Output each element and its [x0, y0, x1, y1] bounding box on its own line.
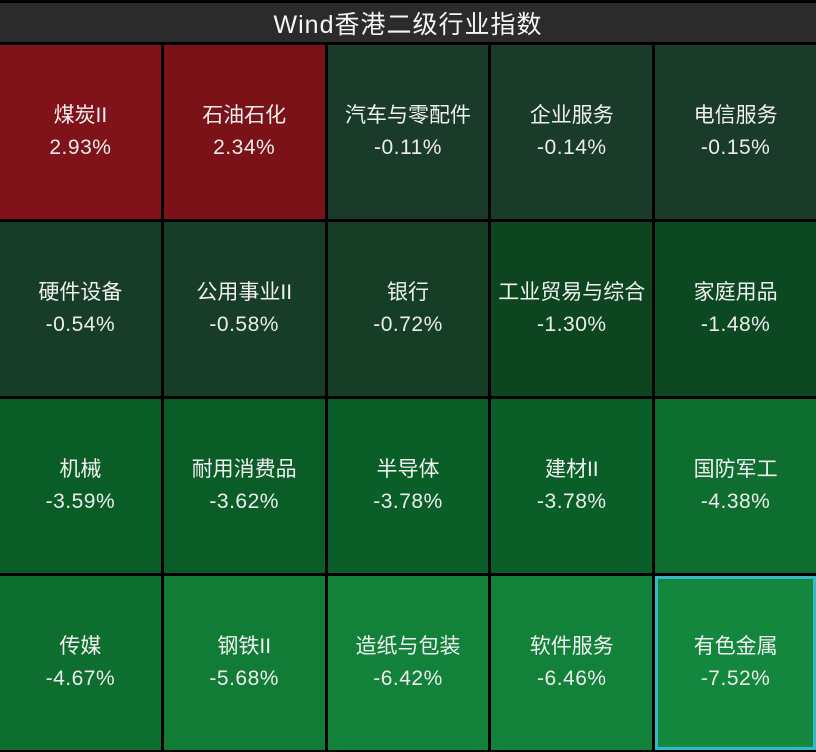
sector-name: 石油石化	[202, 104, 287, 127]
sector-name: 传媒	[59, 635, 102, 658]
sector-tile[interactable]: 半导体 -3.78%	[327, 399, 489, 573]
sector-change: -5.68%	[209, 667, 279, 690]
sector-tile[interactable]: 石油石化 2.34%	[163, 45, 325, 219]
sector-change: -3.62%	[209, 490, 279, 513]
sector-tile[interactable]: 电信服务 -0.15%	[655, 45, 816, 219]
sector-name: 公用事业II	[196, 281, 293, 304]
sector-name: 工业贸易与综合	[498, 281, 646, 304]
sector-name: 家庭用品	[693, 281, 778, 304]
sector-change: -3.78%	[537, 490, 607, 513]
sector-change: -1.48%	[700, 313, 771, 336]
sector-name: 煤炭II	[53, 104, 108, 127]
sector-name: 半导体	[376, 458, 440, 481]
sector-change: -4.67%	[45, 667, 116, 690]
sector-tile[interactable]: 有色金属 -7.52%	[655, 576, 816, 750]
sector-name: 企业服务	[529, 104, 614, 127]
sector-tile[interactable]: 汽车与零配件 -0.11%	[327, 45, 489, 219]
sector-change: -6.46%	[537, 667, 607, 690]
sector-tile[interactable]: 工业贸易与综合 -1.30%	[491, 222, 653, 396]
sector-change: -6.42%	[373, 667, 443, 690]
sector-name: 造纸与包装	[355, 635, 461, 658]
sector-tile[interactable]: 硬件设备 -0.54%	[0, 222, 161, 396]
sector-change: -0.11%	[374, 136, 442, 159]
sector-tile[interactable]: 建材II -3.78%	[491, 399, 653, 573]
sector-tile[interactable]: 软件服务 -6.46%	[491, 576, 653, 750]
sector-change: -1.30%	[537, 313, 607, 336]
sector-change: -0.15%	[700, 136, 771, 159]
sector-name: 银行	[386, 281, 429, 304]
sector-tile[interactable]: 钢铁II -5.68%	[163, 576, 325, 750]
sector-tile[interactable]: 造纸与包装 -6.42%	[327, 576, 489, 750]
sector-tile[interactable]: 国防军工 -4.38%	[655, 399, 816, 573]
page-title: Wind香港二级行业指数	[273, 10, 543, 39]
sector-change: -4.38%	[700, 490, 771, 513]
sector-tile[interactable]: 银行 -0.72%	[327, 222, 489, 396]
sector-change: 2.34%	[213, 136, 276, 159]
sector-name: 有色金属	[693, 635, 778, 658]
sector-tile[interactable]: 企业服务 -0.14%	[491, 45, 653, 219]
sector-change: -0.58%	[209, 313, 279, 336]
sector-tile[interactable]: 煤炭II 2.93%	[0, 45, 161, 219]
sector-name: 机械	[59, 458, 102, 481]
sector-change: -0.14%	[537, 136, 607, 159]
sector-tile[interactable]: 公用事业II -0.58%	[163, 222, 325, 396]
sector-change: -3.78%	[373, 490, 443, 513]
sector-name: 汽车与零配件	[344, 104, 471, 127]
sector-tile[interactable]: 机械 -3.59%	[0, 399, 161, 573]
sector-tile[interactable]: 传媒 -4.67%	[0, 576, 161, 750]
sector-change: -0.54%	[45, 313, 116, 336]
sector-name: 软件服务	[529, 635, 614, 658]
sector-tile[interactable]: 耐用消费品 -3.62%	[163, 399, 325, 573]
title-bar: Wind香港二级行业指数	[0, 3, 816, 42]
sector-name: 国防军工	[693, 458, 778, 481]
sector-name: 电信服务	[693, 104, 778, 127]
sector-change: -7.52%	[700, 667, 771, 690]
sector-change: -0.72%	[373, 313, 443, 336]
sector-heatmap-grid: 煤炭II 2.93% 石油石化 2.34% 汽车与零配件 -0.11% 企业服务 -0.14%…	[0, 45, 816, 750]
sector-change: 2.93%	[49, 136, 112, 159]
sector-name: 钢铁II	[217, 635, 272, 658]
sector-name: 硬件设备	[38, 281, 123, 304]
sector-name: 建材II	[544, 458, 599, 481]
sector-name: 耐用消费品	[191, 458, 297, 481]
sector-tile[interactable]: 家庭用品 -1.48%	[655, 222, 816, 396]
sector-change: -3.59%	[45, 490, 116, 513]
